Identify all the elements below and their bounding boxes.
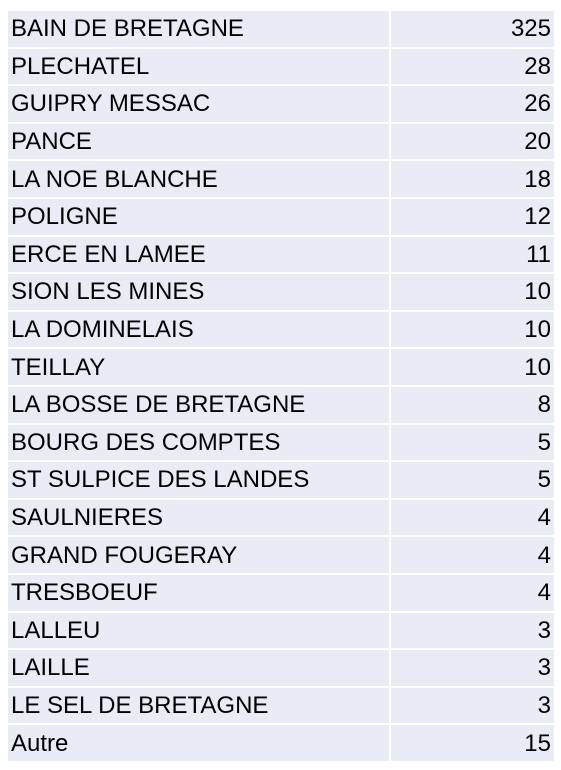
table-row: TEILLAY 10 <box>8 349 554 387</box>
commune-name-cell: GRAND FOUGERAY <box>8 537 391 575</box>
commune-name-cell: ERCE EN LAMEE <box>8 236 391 275</box>
commune-count-cell: 8 <box>391 387 554 425</box>
commune-name-cell: POLIGNE <box>8 198 391 237</box>
table-row: SAULNIERES 4 <box>8 499 554 538</box>
commune-count-table: BAIN DE BRETAGNE 325 PLECHATEL 28 GUIPRY M… <box>8 11 554 761</box>
commune-name-cell: LA BOSSE DE BRETAGNE <box>8 386 391 425</box>
commune-count-cell: 12 <box>391 199 554 237</box>
table-row: POLIGNE 12 <box>8 198 554 237</box>
commune-count-cell: 18 <box>391 161 554 199</box>
table-row: LA NOE BLANCHE 18 <box>8 161 554 199</box>
commune-name-cell: LALLEU <box>8 612 391 651</box>
commune-count-cell: 20 <box>391 124 554 162</box>
table-row: PANCE 20 <box>8 123 554 162</box>
table-row: PLECHATEL 28 <box>8 48 554 87</box>
commune-count-cell: 5 <box>391 462 554 500</box>
commune-count-cell: 10 <box>391 312 554 350</box>
commune-count-cell: 5 <box>391 425 554 463</box>
commune-name-cell: TRESBOEUF <box>8 574 391 613</box>
commune-name-cell: PLECHATEL <box>8 48 391 87</box>
table-row: LAILLE 3 <box>8 650 554 688</box>
commune-name-cell: Autre <box>8 725 391 761</box>
table-row: GUIPRY MESSAC 26 <box>8 86 554 124</box>
commune-name-cell: LA NOE BLANCHE <box>8 161 391 199</box>
table-row: SION LES MINES 10 <box>8 274 554 312</box>
commune-name-cell: ST SULPICE DES LANDES <box>8 462 391 500</box>
commune-name-cell: LE SEL DE BRETAGNE <box>8 687 391 726</box>
commune-count-cell: 3 <box>391 688 554 726</box>
commune-count-cell: 3 <box>391 613 554 651</box>
commune-count-cell: 26 <box>391 86 554 124</box>
table-row: TRESBOEUF 4 <box>8 574 554 613</box>
commune-name-cell: PANCE <box>8 123 391 162</box>
commune-count-table-body: BAIN DE BRETAGNE 325 PLECHATEL 28 GUIPRY M… <box>8 11 554 761</box>
table-row: Autre 15 <box>8 725 554 761</box>
table-row: LALLEU 3 <box>8 612 554 651</box>
table-row: ERCE EN LAMEE 11 <box>8 236 554 275</box>
commune-name-cell: SION LES MINES <box>8 274 391 312</box>
commune-name-cell: TEILLAY <box>8 349 391 387</box>
table-row: BAIN DE BRETAGNE 325 <box>8 11 554 49</box>
commune-name-cell: SAULNIERES <box>8 499 391 538</box>
commune-count-cell: 15 <box>524 729 551 757</box>
commune-count-cell: 11 <box>391 237 554 275</box>
commune-name-cell: LAILLE <box>8 650 391 688</box>
table-row: BOURG DES COMPTES 5 <box>8 424 554 463</box>
commune-count-cell: 4 <box>391 500 554 538</box>
table-row: ST SULPICE DES LANDES 5 <box>8 462 554 500</box>
commune-name-cell: BOURG DES COMPTES <box>8 424 391 463</box>
commune-count-cell: 4 <box>391 575 554 613</box>
commune-count-cell: 10 <box>391 274 554 312</box>
table-row: LA DOMINELAIS 10 <box>8 311 554 350</box>
commune-count-cell: 3 <box>391 650 554 688</box>
table-row: LA BOSSE DE BRETAGNE 8 <box>8 386 554 425</box>
commune-count-cell: 28 <box>391 49 554 87</box>
commune-name-cell: LA DOMINELAIS <box>8 311 391 350</box>
table-row: GRAND FOUGERAY 4 <box>8 537 554 575</box>
commune-count-cell: 10 <box>391 349 554 387</box>
commune-name-cell: GUIPRY MESSAC <box>8 86 391 124</box>
commune-count-table-container: BAIN DE BRETAGNE 325 PLECHATEL 28 GUIPRY M… <box>8 11 554 761</box>
commune-count-cell: 325 <box>391 11 554 49</box>
commune-count-cell: 4 <box>391 537 554 575</box>
table-row: LE SEL DE BRETAGNE 3 <box>8 687 554 726</box>
commune-name-cell: BAIN DE BRETAGNE <box>8 11 391 49</box>
